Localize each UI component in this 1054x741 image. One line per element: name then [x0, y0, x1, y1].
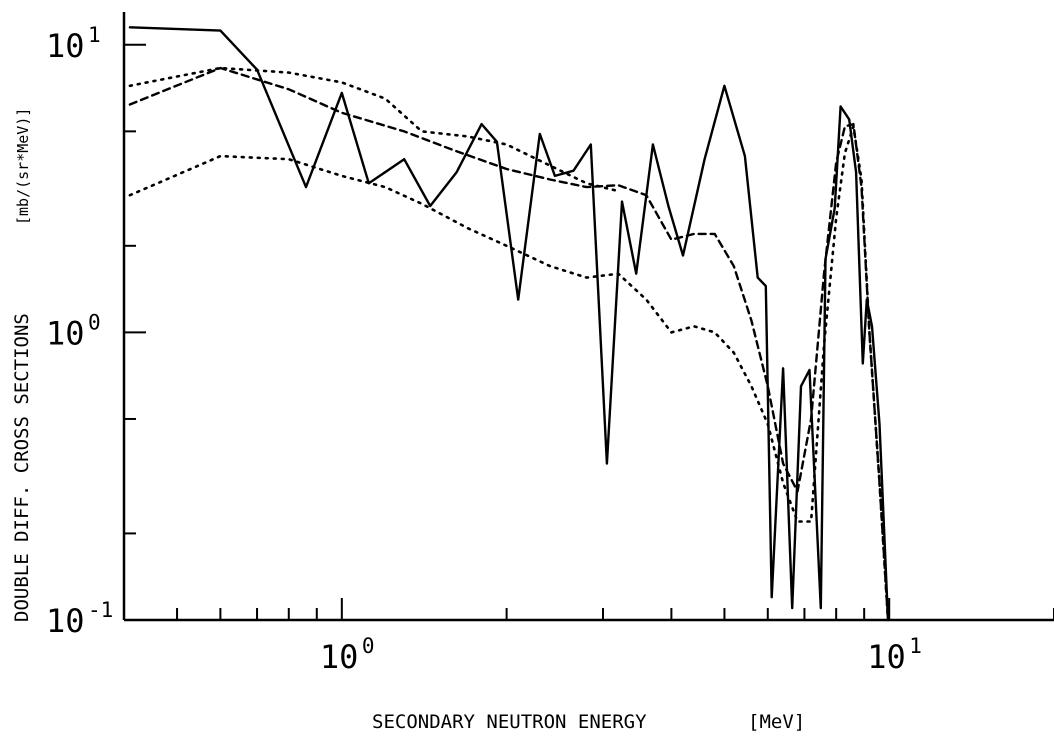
series-line-dotted-2 [128, 125, 890, 622]
tick-label-exponent: 0 [88, 310, 101, 334]
series-line-dashed-1 [128, 66, 890, 622]
y-tick-label: 10 0 [46, 310, 101, 352]
tick-label-exponent: 0 [362, 634, 375, 658]
x-tick-label: 10 1 [867, 634, 922, 676]
tick-label-exponent: 1 [909, 634, 922, 658]
y-tick-label: 10 -1 [46, 598, 113, 640]
x-axis-unit: [MeV] [748, 711, 805, 733]
y-axis-unit: [mb/(sr*MeV)] [14, 108, 32, 225]
series-line-solid-0 [128, 26, 890, 622]
series-group [128, 26, 890, 622]
y-axis-title: DOUBLE DIFF. CROSS SECTIONS [11, 313, 33, 622]
tick-label-base: 10 [320, 638, 359, 676]
tick-label-exponent: 1 [88, 23, 101, 47]
tick-label-base: 10 [867, 638, 906, 676]
x-axis-title: SECONDARY NEUTRON ENERGY [372, 711, 647, 733]
tick-label-base: 10 [46, 602, 85, 640]
axes [122, 12, 1054, 622]
x-tick-label: 10 0 [320, 634, 375, 676]
y-tick-label: 10 1 [46, 23, 101, 65]
tick-label-base: 10 [46, 314, 85, 352]
tick-labels: 10 0 10 110 -110 010 1 [46, 23, 922, 676]
tick-label-base: 10 [46, 27, 85, 65]
ticks [123, 43, 1054, 621]
tick-label-exponent: -1 [88, 598, 113, 622]
series-line-dotted-3 [128, 66, 620, 193]
